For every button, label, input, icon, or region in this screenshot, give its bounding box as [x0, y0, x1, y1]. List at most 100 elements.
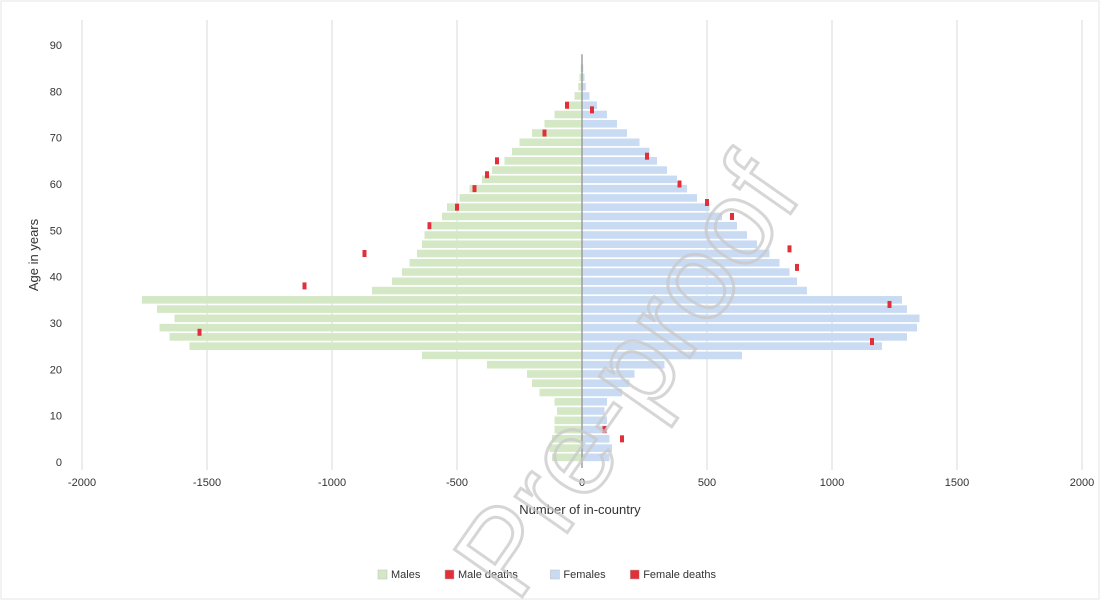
legend-swatch	[444, 569, 455, 580]
bar-males	[469, 184, 582, 193]
death-marker	[645, 152, 649, 160]
bar-females	[582, 92, 590, 100]
bar-males	[532, 129, 582, 137]
bar-females	[582, 435, 610, 443]
bar-males	[557, 407, 582, 415]
bar-females	[582, 453, 610, 462]
death-marker	[590, 106, 594, 114]
bar-males	[142, 296, 582, 304]
death-marker	[197, 328, 202, 336]
x-tick-label: -1500	[193, 477, 221, 489]
bar-males	[512, 147, 582, 156]
bar-females	[582, 184, 687, 193]
bar-males	[402, 268, 582, 276]
x-tick-label: 500	[698, 477, 716, 489]
legend: Males Male deaths Females Female deaths	[377, 569, 716, 581]
bar-males	[504, 157, 582, 165]
bar-males	[459, 194, 582, 202]
bar-females	[582, 388, 622, 397]
legend-swatch	[550, 569, 560, 580]
bar-females	[582, 249, 770, 258]
bar-males	[482, 175, 582, 184]
bar-females	[582, 351, 742, 360]
y-tick-label: 60	[50, 179, 62, 191]
death-marker	[542, 129, 547, 137]
death-marker	[730, 212, 734, 220]
bar-males	[442, 212, 582, 221]
x-tick-label: 1500	[945, 477, 969, 489]
death-marker	[887, 300, 892, 308]
bar-females	[582, 296, 902, 304]
legend-item: Males	[377, 569, 421, 581]
bar-females	[582, 240, 757, 249]
death-marker	[705, 199, 709, 207]
bar-males	[579, 73, 582, 82]
death-marker	[620, 435, 624, 443]
bar-females	[582, 379, 630, 388]
bar-females	[582, 258, 780, 267]
legend-item: Females	[550, 569, 606, 581]
death-marker	[302, 282, 307, 290]
bar-females	[582, 425, 607, 434]
bar-females	[582, 333, 907, 341]
bar-males	[527, 370, 582, 378]
bar-females	[582, 221, 737, 230]
death-marker	[795, 263, 799, 271]
death-marker	[677, 180, 682, 188]
death-marker	[565, 101, 569, 109]
bar-females	[582, 323, 917, 332]
bar-females	[582, 268, 790, 276]
x-tick-label: -1000	[318, 477, 346, 489]
bar-females	[582, 129, 627, 137]
bar-females	[582, 360, 665, 369]
x-tick-label: -500	[446, 477, 468, 489]
bar-males	[574, 92, 582, 100]
legend-label: Female deaths	[643, 569, 716, 581]
bar-males	[159, 323, 582, 332]
death-marker	[787, 245, 792, 253]
bar-females	[582, 397, 607, 406]
y-tick-label: 50	[50, 225, 62, 237]
bar-males	[554, 425, 582, 434]
bar-females	[582, 166, 667, 174]
bar-females	[582, 286, 807, 295]
death-marker	[870, 338, 874, 346]
death-marker	[602, 426, 607, 434]
death-marker	[362, 250, 367, 257]
bar-males	[409, 258, 582, 267]
x-axis-title: Number of in-country	[519, 502, 641, 517]
legend-label: Females	[563, 569, 606, 581]
y-tick-label: 0	[56, 457, 62, 469]
bar-males	[392, 277, 582, 286]
bar-males	[372, 286, 582, 295]
bar-males	[422, 240, 582, 249]
death-marker	[455, 203, 459, 211]
bar-males	[519, 138, 582, 147]
y-tick-label: 70	[50, 133, 62, 145]
bar-females	[582, 157, 657, 165]
bar-females	[582, 305, 907, 313]
x-tick-label: 2000	[1070, 477, 1094, 489]
death-markers	[197, 101, 892, 443]
bar-males	[417, 249, 582, 258]
bar-females	[582, 212, 722, 221]
bar-males	[552, 435, 582, 443]
bar-males	[554, 416, 582, 425]
bars	[142, 64, 920, 462]
x-tick-labels: -2000 -1500 -1000 -500 0 500 1000 1500 2000	[68, 477, 1094, 489]
bar-females	[582, 101, 597, 110]
bar-males	[169, 333, 582, 341]
bar-females	[582, 138, 640, 147]
bar-males	[554, 397, 582, 406]
bar-females	[582, 314, 920, 323]
bar-males	[189, 342, 582, 350]
bar-males	[552, 453, 582, 462]
legend-label: Male deaths	[458, 569, 518, 581]
x-tick-label: -2000	[68, 477, 96, 489]
bar-females	[582, 82, 586, 91]
bar-males	[539, 388, 582, 397]
y-tick-labels: 0 10 20 30 40 50 60 70 80 90	[50, 40, 62, 469]
bar-males	[487, 360, 582, 369]
bar-males	[532, 379, 582, 388]
